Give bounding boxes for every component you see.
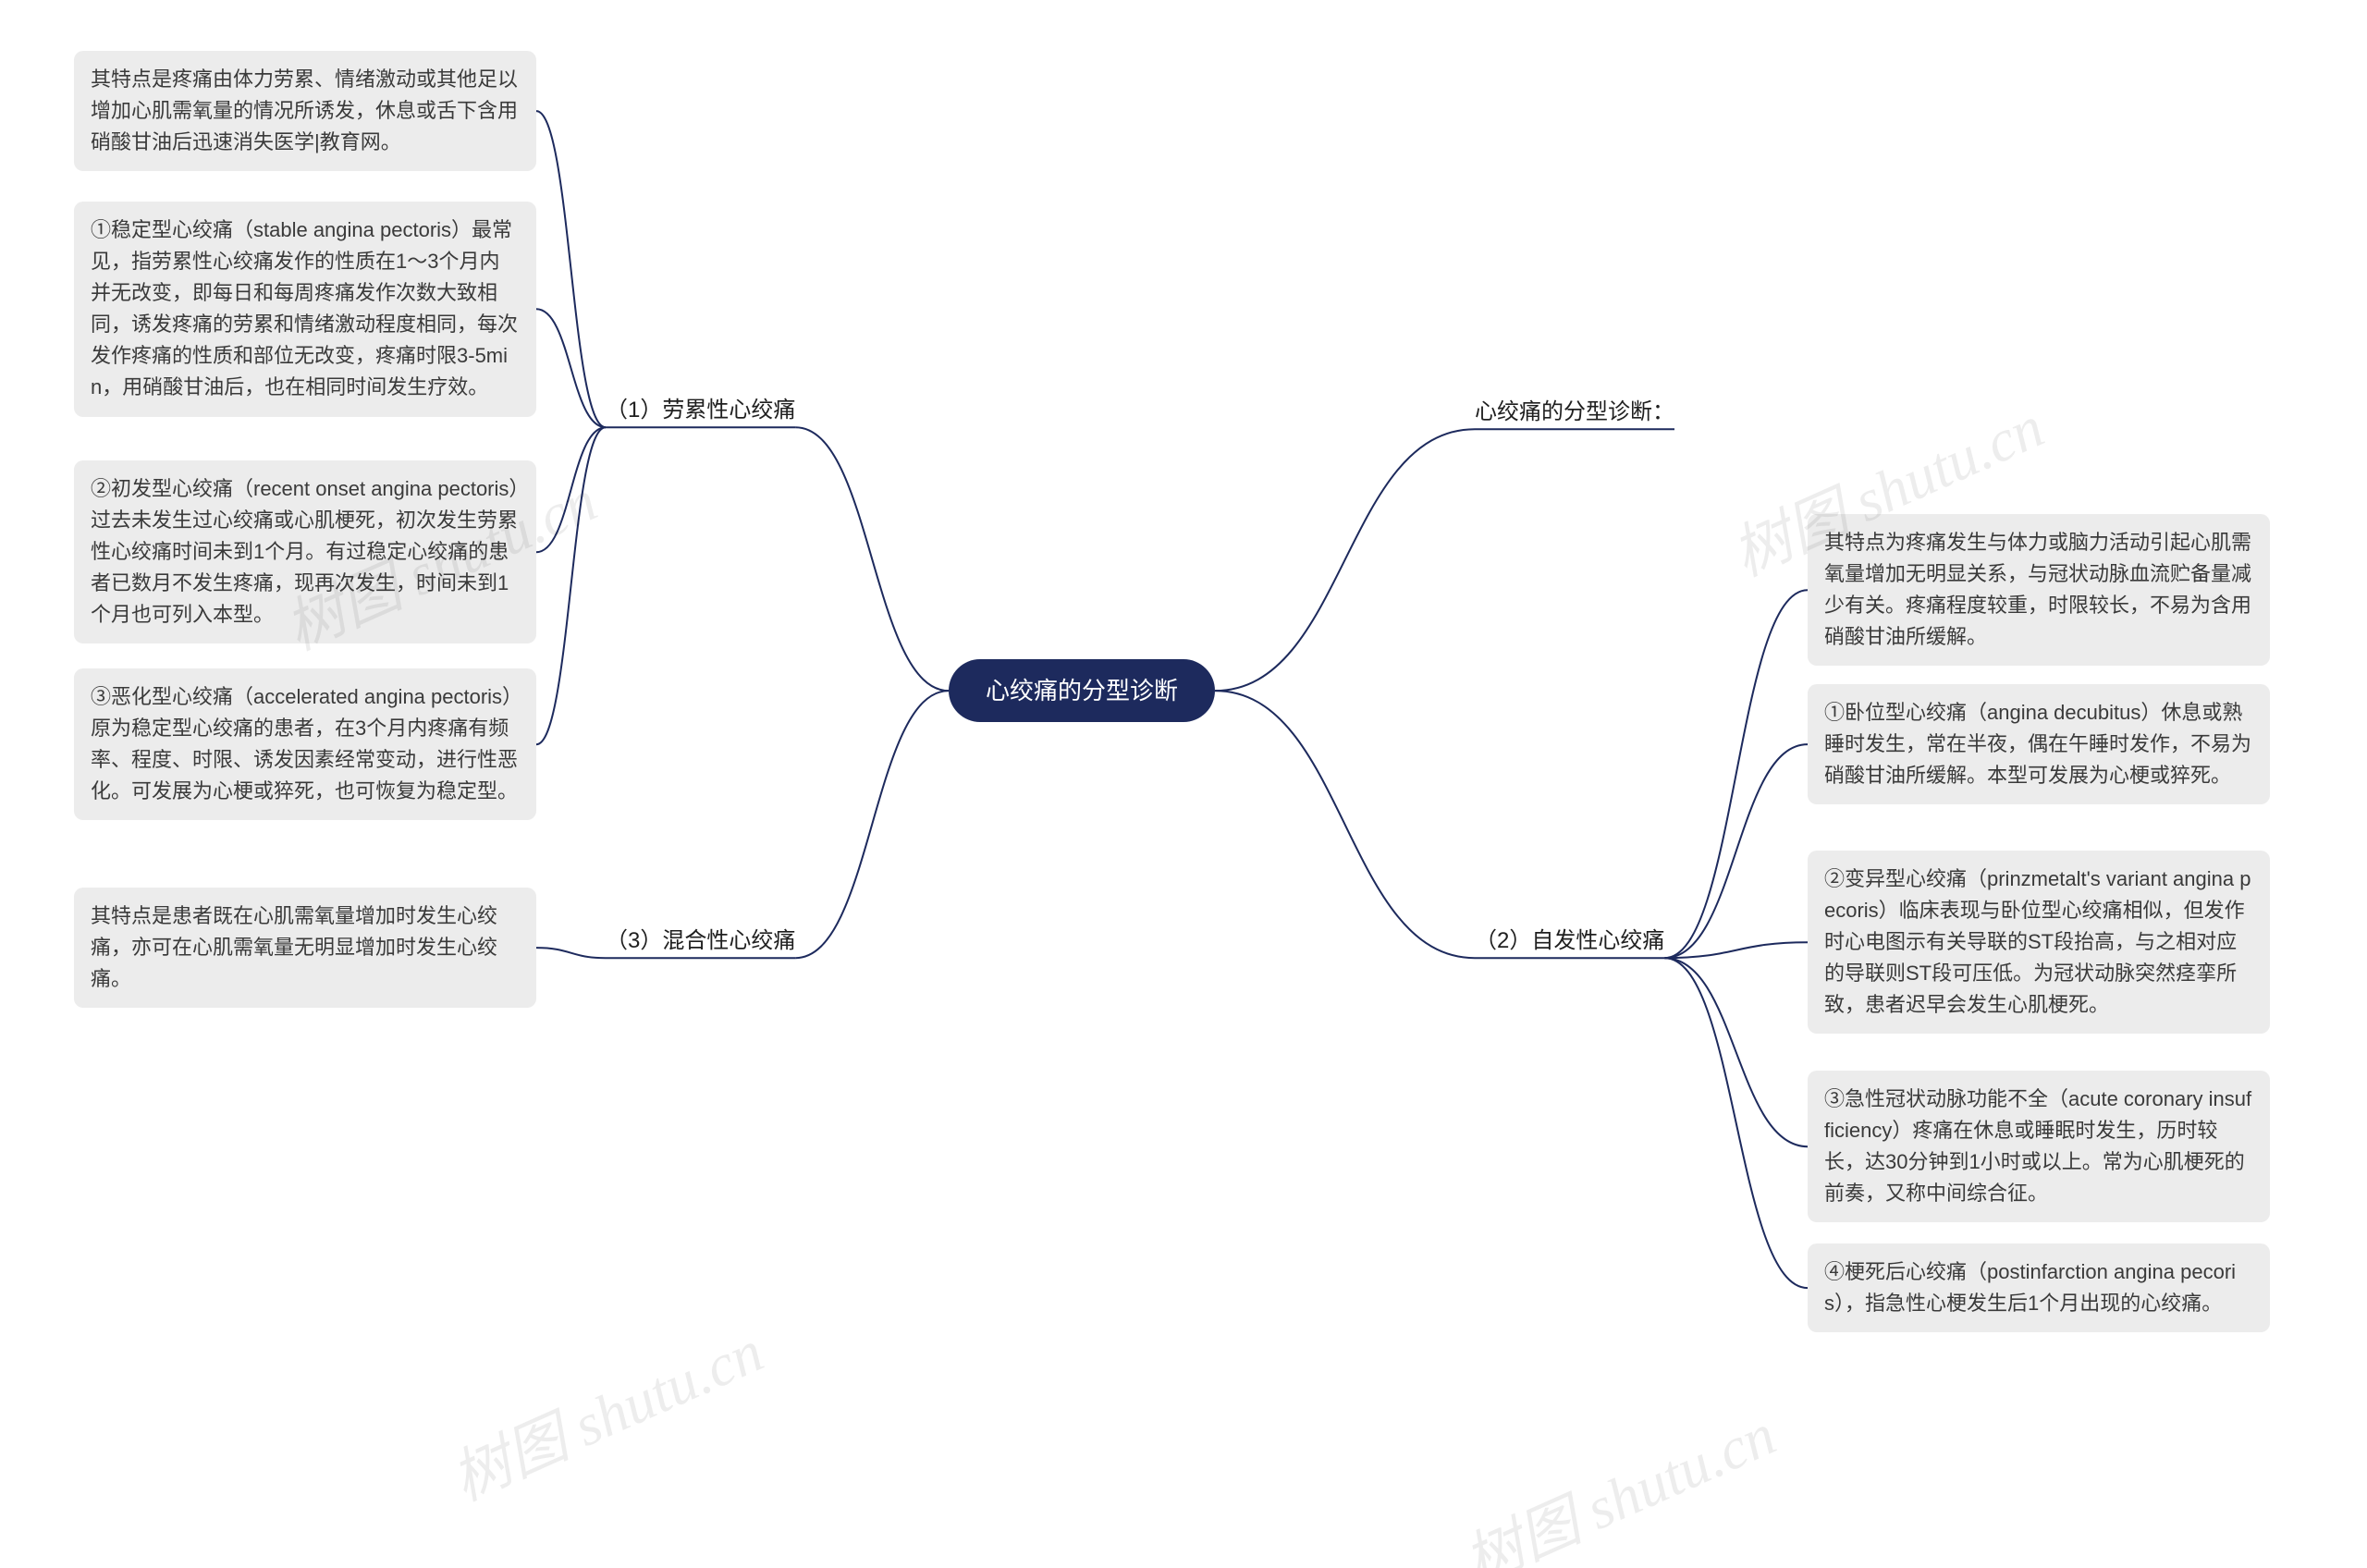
branch-right-top: 心绞痛的分型诊断： — [1475, 395, 1674, 429]
watermark: 树图 shutu.cn — [1449, 1388, 1786, 1568]
leaf-b1-3: ③恶化型心绞痛（accelerated angina pectoris）原为稳定… — [74, 668, 536, 820]
leaf-b2-1: ①卧位型心绞痛（angina decubitus）休息或熟睡时发生，常在半夜，偶… — [1808, 684, 2270, 804]
branch-2-spontaneous: （2）自发性心绞痛 — [1475, 924, 1664, 958]
leaf-b2-4: ④梗死后心绞痛（postinfarction angina pecoris），指… — [1808, 1243, 2270, 1332]
leaf-b1-0: 其特点是疼痛由体力劳累、情绪激动或其他足以增加心肌需氧量的情况所诱发，休息或舌下… — [74, 51, 536, 171]
leaf-b1-2: ②初发型心绞痛（recent onset angina pectoris）过去未… — [74, 460, 536, 643]
leaf-b2-2: ②变异型心绞痛（prinzmetalt's variant angina pec… — [1808, 851, 2270, 1034]
root-node: 心绞痛的分型诊断 — [949, 659, 1215, 722]
leaf-b2-3: ③急性冠状动脉功能不全（acute coronary insufficiency… — [1808, 1071, 2270, 1222]
leaf-b3-0: 其特点是患者既在心肌需氧量增加时发生心绞痛，亦可在心肌需氧量无明显增加时发生心绞… — [74, 888, 536, 1008]
branch-3-mixed: （3）混合性心绞痛 — [606, 924, 795, 958]
leaf-b2-0: 其特点为疼痛发生与体力或脑力活动引起心肌需氧量增加无明显关系，与冠状动脉血流贮备… — [1808, 514, 2270, 666]
leaf-b1-1: ①稳定型心绞痛（stable angina pectoris）最常见，指劳累性心… — [74, 202, 536, 417]
branch-1-exertional: （1）劳累性心绞痛 — [606, 393, 795, 427]
watermark: 树图 shutu.cn — [436, 1305, 774, 1517]
